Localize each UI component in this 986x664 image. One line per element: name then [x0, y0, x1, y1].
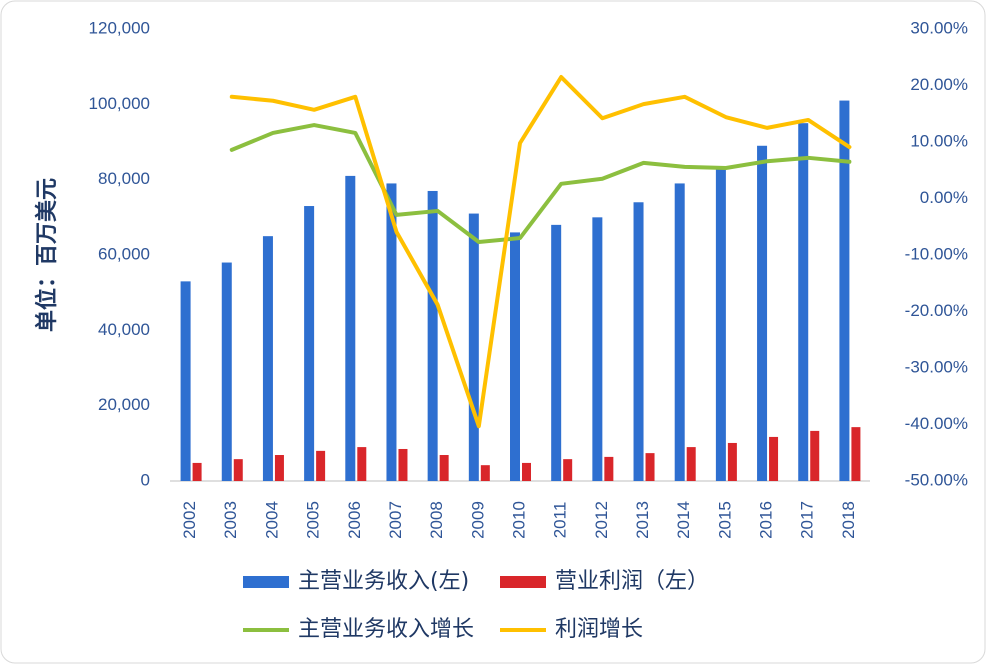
y2-tick-label: 20.00%: [910, 75, 968, 94]
line: [229, 75, 852, 429]
bar: [769, 436, 779, 481]
x-tick-label: 2016: [757, 501, 776, 539]
line: [229, 123, 852, 245]
bar: [233, 459, 243, 481]
bar: [468, 213, 479, 482]
y-tick-label: 120,000: [89, 18, 150, 37]
bar: [386, 183, 397, 481]
x-tick-label: 2007: [386, 501, 405, 539]
y2-tick-label: 0.00%: [920, 188, 968, 207]
bar: [180, 281, 191, 481]
bar: [522, 462, 531, 481]
y-tick-label: 40,000: [98, 320, 150, 339]
bar: [262, 236, 273, 481]
bar: [510, 232, 520, 481]
bar: [592, 217, 603, 482]
bar: [357, 447, 367, 481]
x-tick-label: 2017: [798, 501, 817, 539]
legend-swatch: [500, 576, 546, 588]
y-tick-label: 80,000: [98, 169, 150, 188]
bar: [398, 448, 408, 481]
bar: [192, 462, 202, 481]
bar: [633, 202, 644, 481]
x-tick-label: 2013: [633, 501, 652, 539]
bar: [345, 175, 356, 481]
x-tick-label: 2008: [427, 501, 446, 539]
x-tick-label: 2010: [509, 501, 528, 539]
bar: [715, 168, 726, 481]
y-tick-label: 0: [141, 470, 150, 489]
bar: [727, 442, 737, 481]
legend-label: 主营业务收入增长: [298, 617, 474, 642]
x-tick-label: 2009: [468, 501, 487, 539]
y-tick-label: 20,000: [98, 395, 150, 414]
bar: [851, 427, 861, 481]
bar: [316, 450, 326, 481]
bar: [274, 455, 284, 481]
x-tick-label: 2011: [551, 502, 570, 539]
legend-label: 营业利润（左）: [555, 569, 709, 594]
bar: [480, 465, 490, 481]
bar: [563, 459, 573, 481]
x-tick-label: 2002: [180, 501, 199, 539]
bar: [604, 456, 614, 481]
x-tick-label: 2006: [345, 501, 364, 539]
x-tick-label: 2004: [262, 501, 281, 539]
legend-label: 主营业务收入(左): [298, 569, 469, 594]
bar: [757, 145, 768, 481]
bar: [686, 447, 696, 481]
bar: [839, 100, 850, 482]
bar: [674, 183, 685, 481]
y2-tick-label: -20.00%: [905, 301, 968, 320]
y2-tick-label: 30.00%: [910, 18, 968, 37]
bar: [810, 430, 820, 481]
y2-tick-label: 10.00%: [910, 131, 968, 150]
x-tick-label: 2014: [674, 501, 693, 539]
bar: [645, 453, 655, 481]
legend-label: 利润增长: [555, 617, 643, 642]
x-tick-label: 2015: [715, 501, 734, 539]
bar: [304, 206, 315, 482]
bar: [427, 190, 438, 481]
y2-tick-label: -10.00%: [905, 244, 968, 263]
bar: [439, 455, 449, 481]
bar: [221, 262, 232, 481]
y2-tick-label: -50.00%: [905, 470, 968, 489]
legend-swatch: [243, 576, 289, 588]
bar: [798, 123, 809, 482]
y-tick-label: 60,000: [98, 244, 150, 263]
y2-tick-label: -40.00%: [905, 414, 968, 433]
x-tick-label: 2005: [304, 501, 323, 539]
bar: [551, 224, 562, 481]
x-tick-label: 2018: [839, 501, 858, 539]
x-tick-label: 2012: [592, 501, 611, 539]
y2-tick-label: -30.00%: [905, 357, 968, 376]
y-tick-label: 100,000: [89, 94, 150, 113]
x-tick-label: 2003: [221, 501, 240, 539]
y-axis-label: 单位：百万美元: [34, 178, 60, 332]
